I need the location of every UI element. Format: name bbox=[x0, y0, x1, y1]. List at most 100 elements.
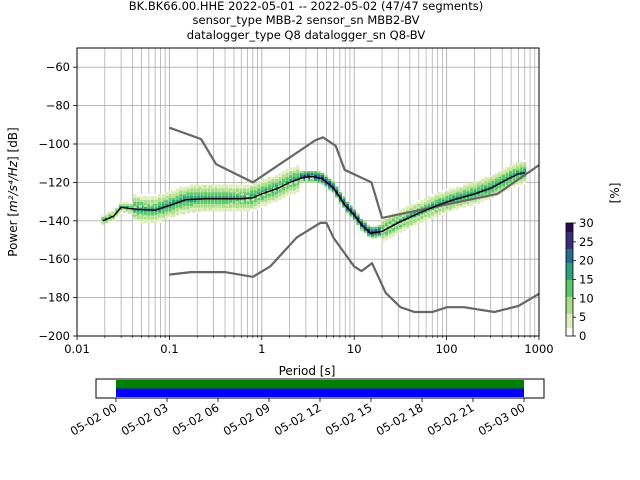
heatmap-cell bbox=[157, 209, 162, 212]
heatmap-cell bbox=[246, 203, 250, 206]
heatmap-cell bbox=[391, 234, 396, 237]
heatmap-cell bbox=[232, 186, 236, 189]
y-axis-label-unit: m²/s⁴/Hz bbox=[6, 160, 20, 212]
heatmap-cell bbox=[430, 194, 435, 197]
heatmap-cell bbox=[384, 236, 389, 239]
heatmap-cell bbox=[154, 194, 158, 197]
heatmap-cell bbox=[508, 178, 513, 181]
heatmap-cell bbox=[437, 197, 442, 201]
heatmap-cell bbox=[150, 207, 154, 210]
heatmap-cell bbox=[523, 169, 527, 172]
heatmap-cell bbox=[272, 189, 277, 192]
nlnm-curve bbox=[169, 221, 540, 314]
heatmap-cell bbox=[384, 226, 388, 229]
heatmap-cell bbox=[136, 220, 140, 224]
heatmap-cell bbox=[218, 184, 222, 187]
heatmap-cell bbox=[515, 163, 520, 166]
heatmap-cell bbox=[193, 194, 197, 197]
heatmap-cell bbox=[328, 180, 332, 183]
heatmap-cell bbox=[168, 197, 172, 201]
heatmap-cell bbox=[281, 186, 286, 189]
heatmap-cell bbox=[168, 190, 172, 193]
heatmap-cell bbox=[498, 178, 502, 181]
colorbar-segment bbox=[566, 268, 573, 272]
y-axis-label-main: Power [ bbox=[6, 212, 20, 257]
heatmap-cell bbox=[242, 194, 247, 197]
heatmap-cell bbox=[512, 178, 516, 181]
colorbar-segment bbox=[566, 307, 573, 311]
heatmap-cell bbox=[172, 209, 176, 212]
heatmap-cell bbox=[285, 184, 289, 187]
heatmap-cell bbox=[416, 220, 420, 224]
heatmap-cell bbox=[250, 188, 254, 191]
heatmap-cell bbox=[402, 222, 406, 226]
heatmap-cell bbox=[164, 195, 169, 199]
colorbar-segment bbox=[566, 324, 573, 328]
colorbar-segment bbox=[566, 310, 573, 314]
heatmap-cell bbox=[200, 199, 204, 202]
heatmap-cell bbox=[416, 211, 420, 214]
timeline-tick-label: 05-02 21 bbox=[425, 400, 477, 438]
heatmap-cell bbox=[476, 201, 481, 204]
heatmap-cell bbox=[211, 209, 215, 212]
heatmap-cell bbox=[225, 207, 229, 210]
heatmap-cell bbox=[289, 194, 293, 197]
heatmap-cell bbox=[457, 188, 461, 192]
heatmap-cell bbox=[508, 174, 513, 178]
heatmap-cell bbox=[515, 167, 520, 170]
heatmap-cell bbox=[267, 199, 272, 202]
heatmap-cell bbox=[267, 194, 272, 197]
heatmap-cell bbox=[328, 178, 332, 181]
chart-title: BK.BK66.00.HHE 2022-05-01 -- 2022-05-02 … bbox=[129, 0, 483, 42]
heatmap-cell bbox=[296, 186, 300, 189]
heatmap-cell bbox=[246, 199, 250, 202]
heatmap-cell bbox=[381, 238, 385, 241]
heatmap-cell bbox=[480, 199, 484, 202]
heatmap-cell bbox=[179, 209, 183, 212]
heatmap-cell bbox=[449, 191, 454, 194]
heatmap-cell bbox=[512, 169, 516, 172]
heatmap-cell bbox=[264, 180, 268, 183]
heatmap-cell bbox=[281, 190, 286, 193]
heatmap-cell bbox=[186, 192, 190, 195]
heatmap-cell bbox=[133, 203, 137, 206]
heatmap-cell bbox=[452, 194, 456, 197]
heatmap-cell bbox=[164, 199, 169, 202]
heatmap-cell bbox=[434, 213, 438, 216]
heatmap-cell bbox=[335, 188, 339, 191]
heatmap-cell bbox=[140, 199, 144, 202]
heatmap-cell bbox=[154, 199, 158, 202]
heatmap-cell bbox=[370, 230, 374, 233]
heatmap-cell bbox=[242, 207, 247, 210]
heatmap-cell bbox=[228, 205, 232, 208]
heatmap-cell bbox=[221, 186, 225, 189]
heatmap-cell bbox=[157, 199, 162, 202]
heatmap-cell bbox=[409, 205, 413, 208]
heatmap-cell bbox=[317, 174, 321, 178]
heatmap-cell bbox=[380, 229, 384, 232]
heatmap-cell bbox=[484, 199, 488, 202]
heatmap-cell bbox=[271, 194, 275, 197]
heatmap-cell bbox=[324, 184, 328, 187]
heatmap-cell bbox=[235, 201, 239, 204]
heatmap-cell bbox=[349, 213, 353, 216]
heatmap-cell bbox=[108, 213, 112, 216]
heatmap-cell bbox=[471, 183, 476, 186]
heatmap-cell bbox=[452, 186, 456, 189]
heatmap-cell bbox=[416, 219, 420, 222]
heatmap-cell bbox=[441, 190, 445, 193]
heatmap-cell bbox=[367, 226, 371, 229]
heatmap-cell bbox=[413, 205, 417, 208]
heatmap-cell bbox=[111, 219, 115, 222]
heatmap-cell bbox=[168, 215, 172, 218]
y-axis-ticks: −60 −80 −100 −120 −140 −160 −180 −200 bbox=[38, 60, 77, 343]
heatmap-cell bbox=[356, 215, 360, 218]
heatmap-cell bbox=[473, 195, 477, 199]
heatmap-cell bbox=[278, 195, 282, 199]
heatmap-cell bbox=[274, 182, 279, 185]
heatmap-cell bbox=[264, 182, 268, 185]
heatmap-cell bbox=[187, 188, 191, 191]
heatmap-cell bbox=[281, 176, 286, 179]
heatmap-cell bbox=[487, 192, 491, 195]
timeline-tick-label: 05-02 18 bbox=[374, 400, 426, 438]
